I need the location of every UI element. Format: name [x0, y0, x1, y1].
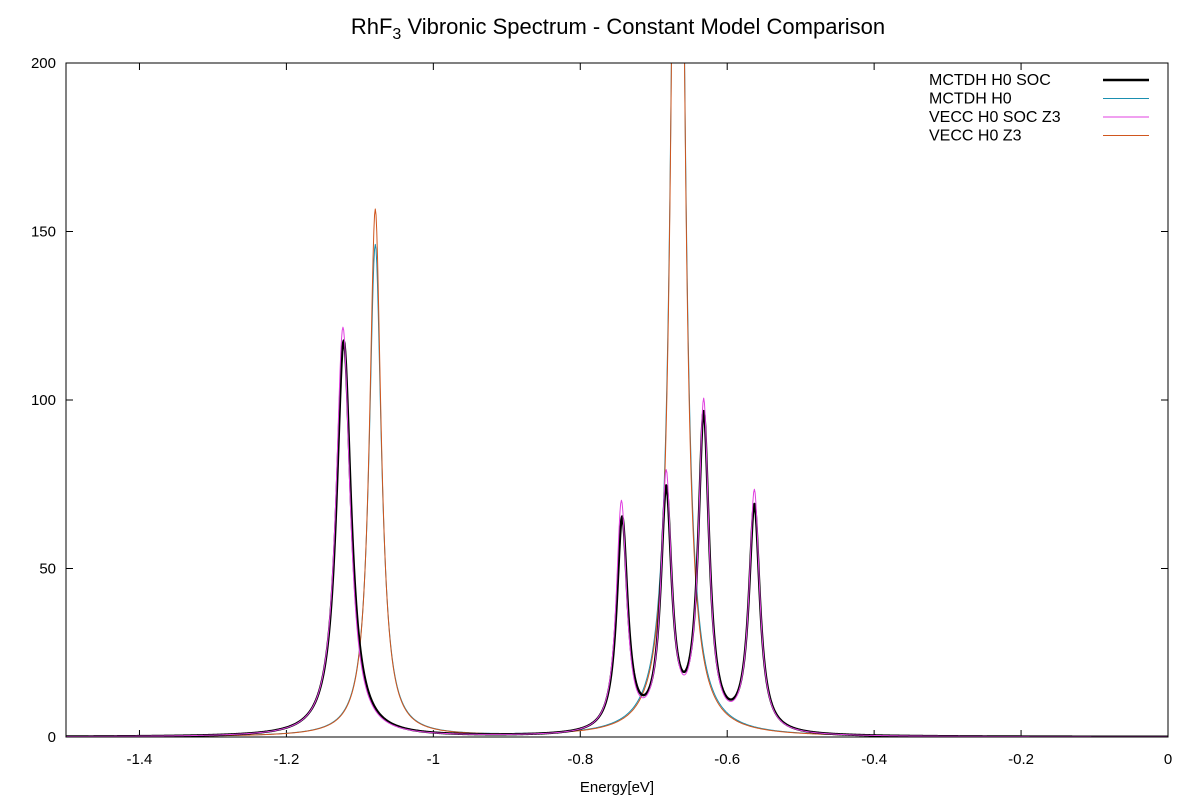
chart-title: RhF3 Vibronic Spectrum - Constant Model … — [351, 14, 885, 43]
x-tick-label: -0.8 — [567, 751, 593, 768]
y-tick-label: 50 — [39, 561, 56, 578]
x-tick-label: -1.4 — [127, 751, 153, 768]
legend-label: MCTDH H0 SOC — [929, 72, 1051, 89]
y-tick-label: 150 — [31, 224, 56, 241]
x-tick-label: 0 — [1164, 751, 1172, 768]
series-line-2 — [66, 326, 1168, 737]
y-tick-label: 0 — [48, 729, 56, 746]
legend-label: MCTDH H0 — [929, 91, 1012, 108]
series-line-0 — [66, 339, 1168, 737]
legend-label: VECC H0 Z3 — [929, 128, 1022, 145]
x-tick-label: -1.2 — [273, 751, 299, 768]
plot-frame — [65, 62, 1169, 738]
x-tick-label: -0.2 — [1008, 751, 1034, 768]
y-tick-label: 200 — [31, 55, 56, 72]
x-tick-label: -1 — [427, 751, 440, 768]
x-tick-label: -0.4 — [861, 751, 887, 768]
axis-ticks — [66, 62, 1169, 738]
x-tick-label: -0.6 — [714, 751, 740, 768]
y-tick-label: 100 — [31, 392, 56, 409]
spectrum-curves — [66, 63, 1168, 737]
legend-label: VECC H0 SOC Z3 — [929, 109, 1061, 126]
x-axis-label: Energy[eV] — [580, 779, 654, 796]
tick-labels: -1.4 -1.2 -1 -0.8 -0.6 -0.4 -0.2 0 0 50 100 150 200 — [31, 55, 1172, 768]
